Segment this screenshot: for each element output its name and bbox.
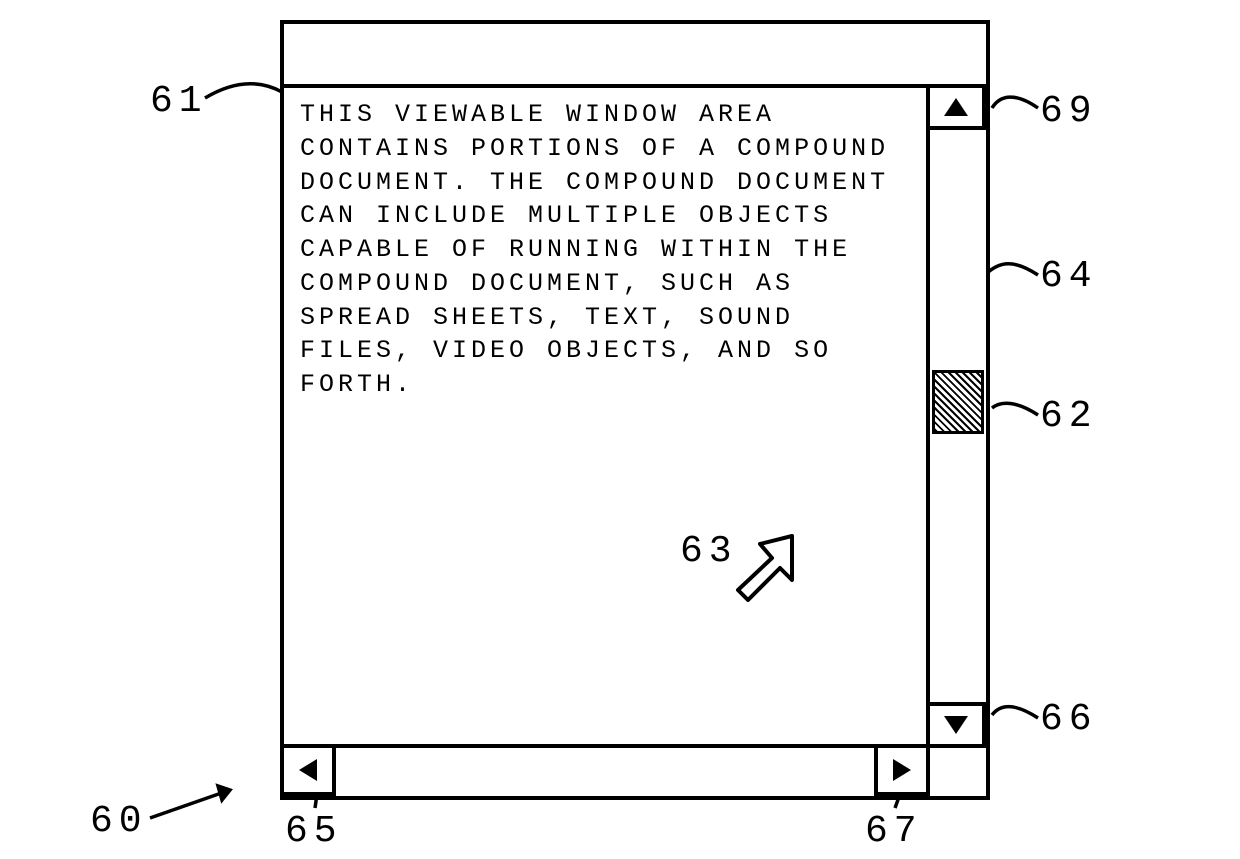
horizontal-scrollbar[interactable] [284,744,926,796]
vertical-scrollbar[interactable] [926,88,986,744]
callout-60: 60 [90,800,148,843]
vertical-scroll-thumb[interactable] [932,370,984,434]
callout-69: 69 [1040,90,1098,133]
callout-66: 66 [1040,698,1098,741]
triangle-left-icon [297,757,319,783]
callout-62: 62 [1040,395,1098,438]
scroll-up-button[interactable] [926,84,986,130]
scroll-right-button[interactable] [874,744,930,796]
scrollbar-corner [926,744,986,796]
triangle-down-icon [942,714,970,736]
content-area: THIS VIEWABLE WINDOW AREA CONTAINS PORTI… [284,88,926,744]
callout-61: 61 [150,80,208,123]
callout-63: 63 [680,530,738,573]
triangle-right-icon [891,757,913,783]
callout-64: 64 [1040,255,1098,298]
callout-65: 65 [285,810,343,853]
callout-67: 67 [865,810,923,853]
titlebar [284,24,986,88]
window: THIS VIEWABLE WINDOW AREA CONTAINS PORTI… [280,20,990,800]
triangle-up-icon [942,96,970,118]
scroll-left-button[interactable] [280,744,336,796]
scroll-down-button[interactable] [926,702,986,748]
